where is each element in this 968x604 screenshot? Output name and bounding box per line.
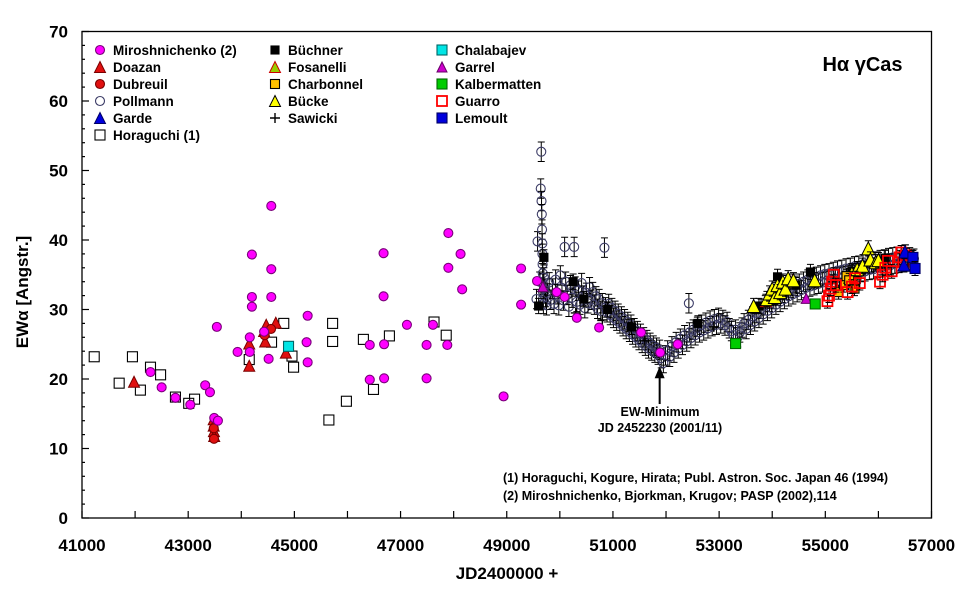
y-tick-label: 40: [49, 231, 68, 250]
x-tick-label: 47000: [377, 536, 424, 555]
series-garrel: [537, 280, 813, 304]
y-tick-label: 0: [59, 509, 68, 528]
y-tick-label: 70: [49, 23, 68, 42]
annotation-arrow: [654, 366, 665, 405]
series-miroshnichenko: [145, 200, 683, 426]
x-tick-label: 41000: [58, 536, 105, 555]
plot-border: [81, 30, 933, 519]
x-tick-label: 51000: [589, 536, 636, 555]
series-chalabajev: [282, 340, 295, 352]
x-tick-label: 55000: [802, 536, 849, 555]
y-tick-label: 60: [49, 92, 68, 111]
x-tick-label: 53000: [695, 536, 742, 555]
y-tick-label: 30: [49, 301, 68, 320]
y-tick-label: 20: [49, 370, 68, 389]
series-kalbermatten: [730, 298, 821, 350]
y-tick-label: 10: [49, 440, 68, 459]
x-tick-label: 49000: [483, 536, 530, 555]
series-pollmann: [531, 141, 920, 374]
x-tick-label: 43000: [165, 536, 212, 555]
x-tick-label: 57000: [908, 536, 955, 555]
x-tick-label: 45000: [271, 536, 318, 555]
y-tick-label: 50: [49, 162, 68, 181]
series-lemoult: [907, 249, 921, 276]
